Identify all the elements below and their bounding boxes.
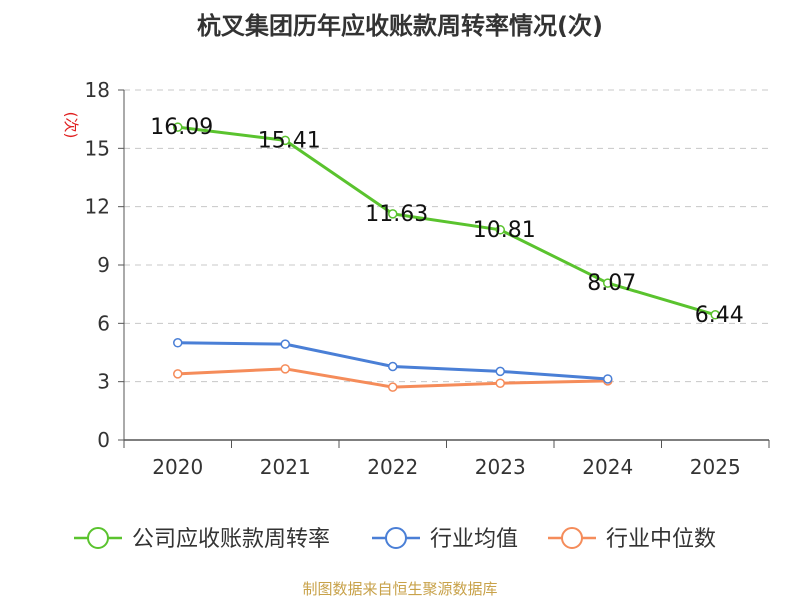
data-label: 11.63 <box>365 202 428 227</box>
y-tick-label: 12 <box>85 195 110 219</box>
legend-label: 公司应收账款周转率 <box>132 527 330 552</box>
y-tick-label: 9 <box>97 253 110 277</box>
data-label: 8.07 <box>587 271 636 296</box>
legend-swatch-marker <box>561 527 583 549</box>
data-point <box>495 378 505 388</box>
data-point <box>280 135 290 146</box>
data-point <box>388 361 398 372</box>
data-point <box>173 338 183 348</box>
data-point <box>173 122 183 132</box>
y-tick-label: 3 <box>97 370 110 394</box>
data-point <box>710 310 720 320</box>
legend-swatch-marker <box>87 527 109 549</box>
data-point <box>495 225 505 235</box>
data-point <box>603 374 613 384</box>
data-label: 16.09 <box>150 115 213 140</box>
data-point <box>280 364 290 374</box>
data-label: 10.81 <box>473 218 536 243</box>
y-axis-label: (次) <box>62 112 80 139</box>
data-point <box>173 369 183 379</box>
legend-swatch-marker <box>385 527 407 549</box>
y-tick-label: 18 <box>85 78 110 102</box>
x-tick-label: 2024 <box>582 455 633 479</box>
y-tick-label: 0 <box>97 428 110 452</box>
y-tick-label: 15 <box>85 136 110 160</box>
y-tick-label: 6 <box>97 311 110 335</box>
x-tick-label: 2020 <box>152 455 203 479</box>
data-point <box>388 209 398 219</box>
data-point <box>280 339 290 349</box>
x-tick-label: 2025 <box>690 455 741 479</box>
legend-label: 行业均值 <box>430 527 518 552</box>
data-point <box>388 382 398 392</box>
data-label: 15.41 <box>258 128 321 153</box>
chart-title: 杭叉集团历年应收账款周转率情况(次) <box>197 12 603 40</box>
x-tick-label: 2022 <box>367 455 418 479</box>
x-tick-label: 2021 <box>260 455 311 479</box>
series-line-0 <box>177 125 716 317</box>
series-line-1 <box>177 341 608 381</box>
data-point <box>603 278 613 288</box>
data-label: 6.44 <box>695 303 744 328</box>
legend-label: 行业中位数 <box>606 527 716 552</box>
x-tick-label: 2023 <box>475 455 526 479</box>
data-point <box>495 366 505 377</box>
source-footer: 制图数据来自恒生聚源数据库 <box>302 580 498 598</box>
